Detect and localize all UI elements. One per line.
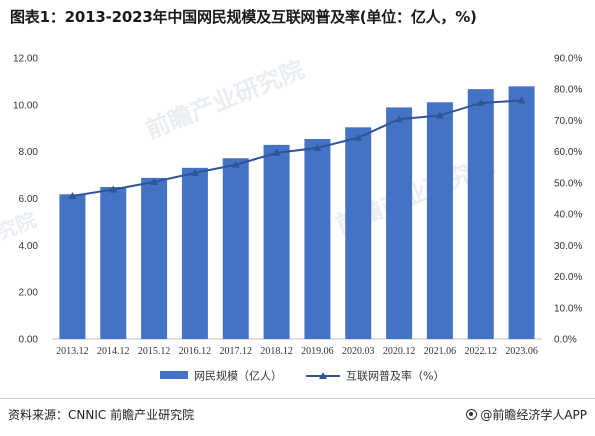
- x-tick-label: 2016.12: [179, 346, 212, 357]
- legend-line-marker: [319, 372, 327, 379]
- x-tick-label: 2018.12: [260, 346, 293, 357]
- line-marker: [476, 98, 485, 106]
- x-tick-label: 2015.12: [138, 346, 171, 357]
- y-right-tick-label: 60.0%: [554, 147, 582, 158]
- line-marker: [272, 148, 281, 156]
- y-left-tick-label: 10.00: [13, 100, 38, 111]
- y-left-tick-label: 6.00: [19, 194, 39, 205]
- line-marker: [435, 111, 444, 119]
- y-right-tick-label: 70.0%: [554, 116, 582, 127]
- source-note: 资料来源：CNNIC 前瞻产业研究院: [8, 408, 195, 422]
- x-tick-label: 2020.03: [342, 346, 375, 357]
- y-left-tick-label: 4.00: [19, 241, 39, 252]
- x-tick-label: 2020.12: [383, 346, 416, 357]
- y-left-tick-label: 2.00: [19, 288, 39, 299]
- bar: [304, 139, 331, 339]
- x-tick-label: 2022.12: [465, 346, 498, 357]
- bar: [222, 158, 249, 339]
- bar: [141, 177, 168, 339]
- line-marker: [395, 115, 404, 123]
- bar: [263, 144, 290, 339]
- x-tick-label: 2023.06: [505, 346, 538, 357]
- bar: [345, 127, 372, 340]
- brand-logo-icon: [466, 409, 478, 420]
- line-marker: [109, 185, 118, 193]
- y-left-tick-label: 12.00: [13, 54, 38, 65]
- x-tick-label: 2017.12: [220, 346, 253, 357]
- line-marker: [190, 168, 199, 176]
- y-left-tick-label: 8.00: [19, 147, 39, 158]
- legend-label-bars: 网民规模（亿人）: [194, 369, 282, 383]
- x-tick-label: 2013.12: [56, 346, 89, 357]
- line-marker: [313, 143, 322, 151]
- bar: [100, 187, 127, 339]
- line-marker: [68, 192, 77, 200]
- y-right-tick-label: 30.0%: [554, 241, 582, 252]
- bar: [386, 107, 413, 339]
- footer-divider: [0, 398, 595, 399]
- y-right-tick-label: 90.0%: [554, 54, 582, 65]
- y-right-tick-label: 40.0%: [554, 210, 582, 221]
- bar: [467, 89, 494, 339]
- bar: [426, 102, 453, 339]
- bar: [508, 86, 535, 339]
- combo-chart: 0.00 2.00 4.00 6.00 8.00 10.00 12.00 0.0% 10.0% 2…: [13, 54, 582, 383]
- legend-bar-swatch: [160, 371, 188, 379]
- x-tick-label: 2014.12: [97, 346, 130, 357]
- line-marker: [517, 96, 526, 104]
- chart-title: 图表1：2013-2023年中国网民规模及互联网普及率(单位：亿人，%): [10, 8, 477, 26]
- line-marker: [354, 133, 363, 141]
- y-right-tick-label: 20.0%: [554, 272, 582, 283]
- y-right-tick-label: 0.0%: [554, 335, 577, 346]
- y-right-tick-label: 50.0%: [554, 178, 582, 189]
- bar: [181, 167, 208, 339]
- legend-label-line: 互联网普及率（%）: [346, 369, 444, 383]
- line-marker: [231, 160, 240, 168]
- bar: [59, 194, 86, 339]
- brand-text: @前瞻经济学人APP: [480, 408, 587, 422]
- x-tick-label: 2019.06: [301, 346, 334, 357]
- y-left-tick-label: 0.00: [19, 335, 39, 346]
- line-marker: [150, 177, 159, 185]
- series-line: [72, 99, 522, 197]
- x-tick-label: 2021.06: [424, 346, 457, 357]
- y-right-tick-label: 80.0%: [554, 85, 582, 96]
- y-right-tick-label: 10.0%: [554, 303, 582, 314]
- brand-label: @前瞻经济学人APP: [466, 406, 587, 423]
